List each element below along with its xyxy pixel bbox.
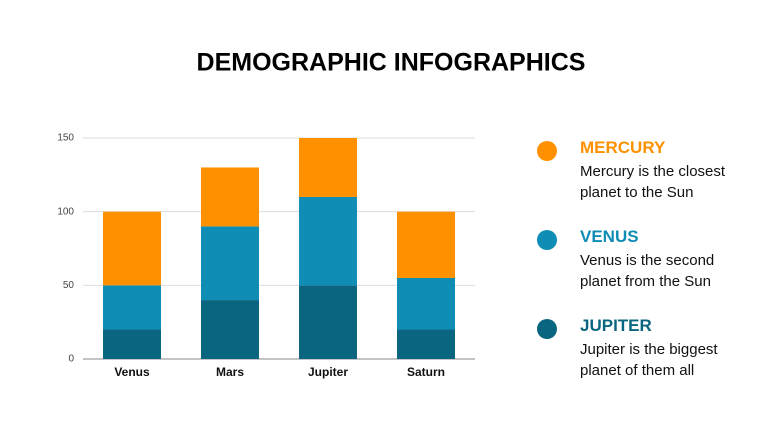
x-tick-label: Mars [216,365,244,379]
legend-description: Jupiter is the biggest planet of them al… [580,341,718,379]
x-tick-label: Saturn [407,365,445,379]
bar-segment [103,285,161,330]
bar-segment [397,329,455,359]
legend-label: MERCURY [580,138,666,157]
y-tick-label: 150 [57,133,74,144]
bar-segment [103,329,161,359]
bar-segment [299,138,357,197]
bar-segment [201,167,259,227]
bar-segment [201,226,259,301]
bar-segment [299,285,357,359]
y-tick-label: 100 [57,206,74,217]
legend-marker [537,319,557,339]
y-tick-label: 50 [63,280,75,291]
bar-segment [201,300,259,359]
chart-title: DEMOGRAPHIC INFOGRAPHICS [197,49,586,77]
bar-segment [103,211,161,286]
legend-label: VENUS [580,227,639,246]
y-tick-label: 0 [68,354,74,365]
bar-segment [397,211,455,278]
x-tick-label: Venus [114,365,150,379]
bar-segment [299,196,357,286]
legend-label: JUPITER [580,316,652,335]
bar-segment [397,277,455,330]
legend-marker [537,141,557,161]
legend-description: Mercury is the closest planet to the Sun [580,163,726,201]
legend-description: Venus is the second planet from the Sun [580,252,715,290]
legend-marker [537,230,557,250]
x-tick-label: Jupiter [308,365,348,379]
